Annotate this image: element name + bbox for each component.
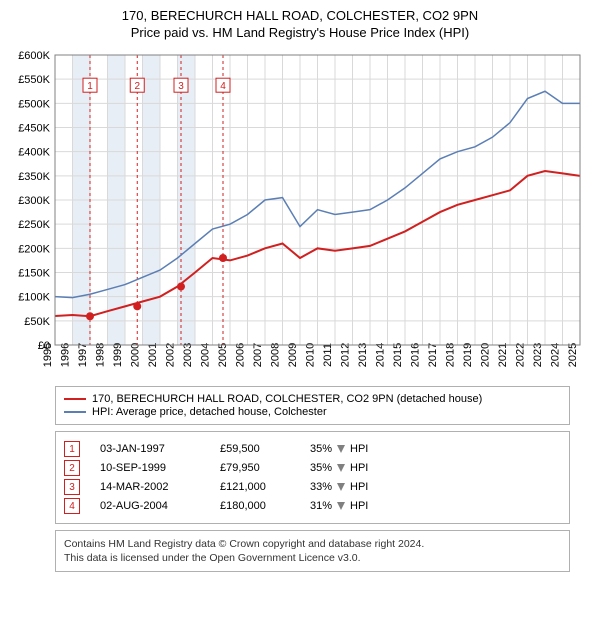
svg-text:2011: 2011 bbox=[322, 343, 334, 367]
svg-text:3: 3 bbox=[178, 81, 184, 92]
legend-item: 170, BERECHURCH HALL ROAD, COLCHESTER, C… bbox=[64, 393, 561, 405]
svg-text:2012: 2012 bbox=[340, 343, 352, 367]
svg-text:2000: 2000 bbox=[130, 343, 142, 367]
svg-text:£300K: £300K bbox=[18, 195, 50, 207]
svg-text:2024: 2024 bbox=[550, 343, 562, 367]
transaction-pct: 35%HPI bbox=[310, 462, 368, 474]
svg-text:2022: 2022 bbox=[515, 343, 527, 367]
svg-text:2: 2 bbox=[134, 81, 140, 92]
title-subtitle: Price paid vs. HM Land Registry's House … bbox=[10, 25, 590, 40]
svg-text:1996: 1996 bbox=[60, 343, 72, 367]
svg-text:2005: 2005 bbox=[217, 343, 229, 367]
svg-text:2001: 2001 bbox=[147, 343, 159, 367]
svg-text:2017: 2017 bbox=[427, 343, 439, 367]
transaction-row: 3 14-MAR-2002£121,00033%HPI bbox=[64, 479, 561, 495]
svg-text:2023: 2023 bbox=[532, 343, 544, 367]
svg-text:£50K: £50K bbox=[24, 316, 50, 328]
svg-text:4: 4 bbox=[220, 81, 226, 92]
svg-text:1997: 1997 bbox=[77, 343, 89, 367]
transaction-marker: 1 bbox=[64, 441, 80, 457]
title-address: 170, BERECHURCH HALL ROAD, COLCHESTER, C… bbox=[10, 8, 590, 23]
transaction-marker: 4 bbox=[64, 498, 80, 514]
svg-text:2006: 2006 bbox=[235, 343, 247, 367]
legend-swatch bbox=[64, 411, 86, 413]
svg-text:£500K: £500K bbox=[18, 98, 50, 110]
footer-line1: Contains HM Land Registry data © Crown c… bbox=[64, 537, 561, 551]
down-arrow-icon bbox=[337, 483, 345, 491]
transactions-table: 1 03-JAN-1997£59,50035%HPI 2 10-SEP-1999£79… bbox=[55, 431, 570, 524]
transaction-marker: 2 bbox=[64, 460, 80, 476]
price-chart: £0£50K£100K£150K£200K£250K£300K£350K£400… bbox=[10, 50, 590, 380]
transaction-row: 1 03-JAN-1997£59,50035%HPI bbox=[64, 441, 561, 457]
svg-text:£600K: £600K bbox=[18, 50, 50, 62]
svg-text:2016: 2016 bbox=[410, 343, 422, 367]
svg-text:1995: 1995 bbox=[42, 343, 54, 367]
svg-text:£350K: £350K bbox=[18, 171, 50, 183]
svg-text:2010: 2010 bbox=[305, 343, 317, 367]
svg-text:2014: 2014 bbox=[375, 343, 387, 367]
svg-text:2015: 2015 bbox=[392, 343, 404, 367]
transaction-price: £121,000 bbox=[220, 481, 310, 493]
svg-text:2008: 2008 bbox=[270, 343, 282, 367]
transaction-pct: 31%HPI bbox=[310, 500, 368, 512]
svg-text:£450K: £450K bbox=[18, 123, 50, 135]
transaction-date: 10-SEP-1999 bbox=[100, 462, 220, 474]
svg-text:£150K: £150K bbox=[18, 268, 50, 280]
svg-text:2021: 2021 bbox=[497, 343, 509, 367]
svg-text:£400K: £400K bbox=[18, 147, 50, 159]
svg-text:2013: 2013 bbox=[357, 343, 369, 367]
footer-attribution: Contains HM Land Registry data © Crown c… bbox=[55, 530, 570, 572]
legend-label: HPI: Average price, detached house, Colc… bbox=[92, 406, 327, 418]
transaction-row: 2 10-SEP-1999£79,95035%HPI bbox=[64, 460, 561, 476]
svg-text:2002: 2002 bbox=[165, 343, 177, 367]
chart-titles: 170, BERECHURCH HALL ROAD, COLCHESTER, C… bbox=[10, 8, 590, 40]
svg-text:2019: 2019 bbox=[462, 343, 474, 367]
svg-text:2004: 2004 bbox=[200, 343, 212, 367]
svg-text:£550K: £550K bbox=[18, 74, 50, 86]
transaction-date: 03-JAN-1997 bbox=[100, 443, 220, 455]
transaction-price: £180,000 bbox=[220, 500, 310, 512]
svg-text:2009: 2009 bbox=[287, 343, 299, 367]
transaction-marker: 3 bbox=[64, 479, 80, 495]
svg-text:£200K: £200K bbox=[18, 243, 50, 255]
svg-text:2020: 2020 bbox=[480, 343, 492, 367]
transaction-price: £59,500 bbox=[220, 443, 310, 455]
transaction-row: 4 02-AUG-2004£180,00031%HPI bbox=[64, 498, 561, 514]
legend-label: 170, BERECHURCH HALL ROAD, COLCHESTER, C… bbox=[92, 393, 482, 405]
down-arrow-icon bbox=[337, 464, 345, 472]
down-arrow-icon bbox=[337, 502, 345, 510]
svg-text:2003: 2003 bbox=[182, 343, 194, 367]
svg-text:1998: 1998 bbox=[95, 343, 107, 367]
transaction-date: 02-AUG-2004 bbox=[100, 500, 220, 512]
transaction-price: £79,950 bbox=[220, 462, 310, 474]
transaction-pct: 35%HPI bbox=[310, 443, 368, 455]
chart-svg: £0£50K£100K£150K£200K£250K£300K£350K£400… bbox=[10, 50, 590, 380]
svg-text:1999: 1999 bbox=[112, 343, 124, 367]
svg-text:£250K: £250K bbox=[18, 219, 50, 231]
svg-text:£100K: £100K bbox=[18, 292, 50, 304]
svg-text:2025: 2025 bbox=[567, 343, 579, 367]
down-arrow-icon bbox=[337, 445, 345, 453]
svg-text:2007: 2007 bbox=[252, 343, 264, 367]
transaction-pct: 33%HPI bbox=[310, 481, 368, 493]
legend: 170, BERECHURCH HALL ROAD, COLCHESTER, C… bbox=[55, 386, 570, 425]
svg-text:2018: 2018 bbox=[445, 343, 457, 367]
svg-text:1: 1 bbox=[87, 81, 93, 92]
footer-line2: This data is licensed under the Open Gov… bbox=[64, 551, 561, 565]
legend-swatch bbox=[64, 398, 86, 400]
legend-item: HPI: Average price, detached house, Colc… bbox=[64, 406, 561, 418]
transaction-date: 14-MAR-2002 bbox=[100, 481, 220, 493]
